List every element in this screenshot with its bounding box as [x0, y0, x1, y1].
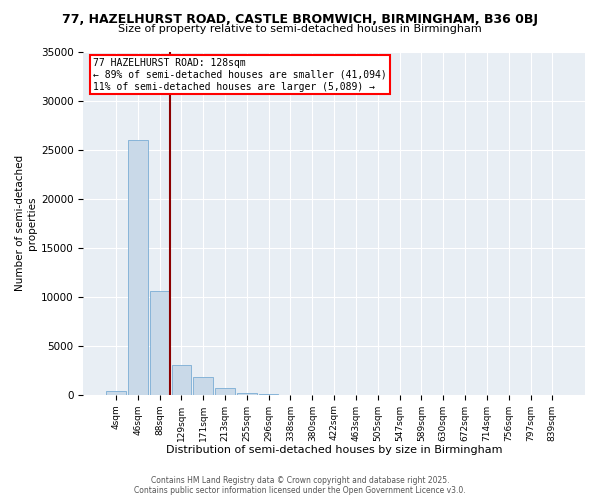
Bar — [193, 377, 213, 394]
Text: Contains HM Land Registry data © Crown copyright and database right 2025.
Contai: Contains HM Land Registry data © Crown c… — [134, 476, 466, 495]
X-axis label: Distribution of semi-detached houses by size in Birmingham: Distribution of semi-detached houses by … — [166, 445, 502, 455]
Bar — [172, 366, 191, 394]
Bar — [106, 391, 125, 394]
Text: 77 HAZELHURST ROAD: 128sqm
← 89% of semi-detached houses are smaller (41,094)
11: 77 HAZELHURST ROAD: 128sqm ← 89% of semi… — [93, 58, 387, 92]
Bar — [128, 140, 148, 394]
Y-axis label: Number of semi-detached
properties: Number of semi-detached properties — [15, 155, 37, 291]
Bar — [149, 291, 169, 395]
Bar — [215, 388, 235, 394]
Text: 77, HAZELHURST ROAD, CASTLE BROMWICH, BIRMINGHAM, B36 0BJ: 77, HAZELHURST ROAD, CASTLE BROMWICH, BI… — [62, 12, 538, 26]
Text: Size of property relative to semi-detached houses in Birmingham: Size of property relative to semi-detach… — [118, 24, 482, 34]
